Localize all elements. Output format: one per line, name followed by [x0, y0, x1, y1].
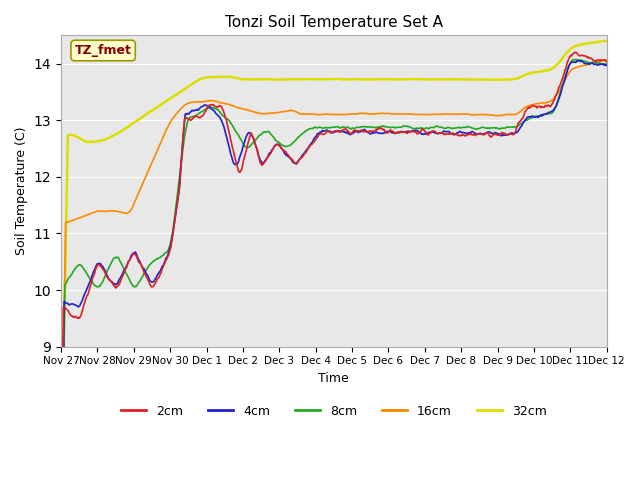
X-axis label: Time: Time — [319, 372, 349, 385]
Y-axis label: Soil Temperature (C): Soil Temperature (C) — [15, 127, 28, 255]
Legend: 2cm, 4cm, 8cm, 16cm, 32cm: 2cm, 4cm, 8cm, 16cm, 32cm — [116, 400, 552, 423]
Text: TZ_fmet: TZ_fmet — [75, 44, 132, 57]
Title: Tonzi Soil Temperature Set A: Tonzi Soil Temperature Set A — [225, 15, 443, 30]
